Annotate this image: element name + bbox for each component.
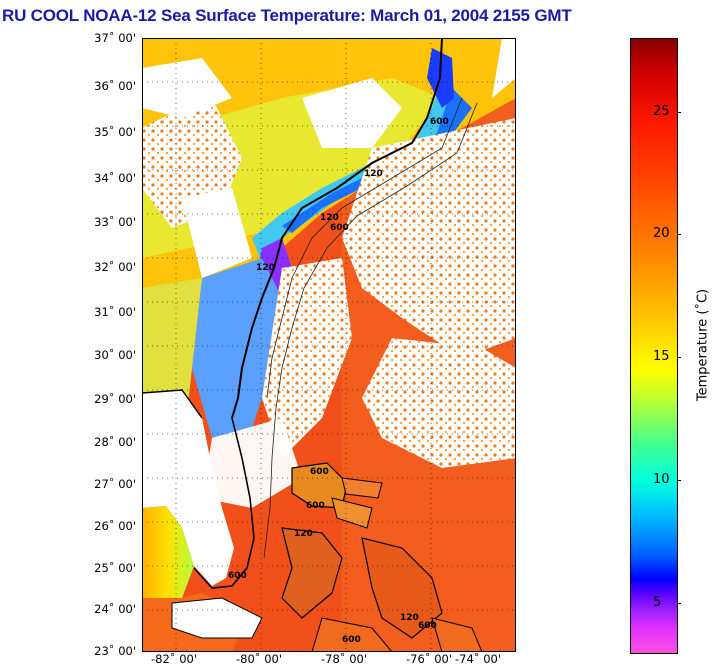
colorbar-gradient: [630, 38, 678, 654]
sst-map-canvas: 120 120 600 120 600 600 600 600 120 600 …: [142, 38, 516, 652]
isobath-label: 600: [418, 621, 437, 631]
isobath-label: 600: [310, 467, 329, 477]
isobath-label: 120: [256, 263, 275, 273]
isobath-label: 120: [294, 529, 313, 539]
isobath-label: 600: [430, 117, 449, 127]
isobath-label: 120: [364, 169, 383, 179]
lat-label: 35˚ 00': [94, 125, 136, 139]
lon-label: -74˚ 00': [455, 652, 501, 666]
lat-label: 25˚ 00': [94, 561, 136, 575]
colorbar-tick-mark: [677, 357, 681, 359]
colorbar-tick-mark: [677, 234, 681, 236]
isobath-label: 120: [320, 213, 339, 223]
lon-label: -82˚ 00': [151, 652, 197, 666]
sst-map: 120 120 600 120 600 600 600 600 120 600 …: [142, 38, 516, 652]
lon-label: -78˚ 00': [321, 652, 367, 666]
colorbar-tick-label: 5: [653, 594, 662, 610]
lat-label: 24˚ 00': [94, 602, 136, 616]
lat-label: 30˚ 00': [94, 348, 136, 362]
isobath-label: 600: [228, 571, 247, 581]
lat-label: 23˚ 00': [94, 644, 136, 658]
lat-label: 29˚ 00': [94, 392, 136, 406]
lat-label: 26˚ 00': [94, 519, 136, 533]
colorbar-tick-label: 10: [653, 472, 670, 488]
florida-land: [142, 390, 234, 586]
isobath-contour: [266, 97, 463, 399]
lat-label: 27˚ 00': [94, 477, 136, 491]
lat-label: 33˚ 00': [94, 215, 136, 229]
lat-label: 32˚ 00': [94, 260, 136, 274]
colorbar-tick-mark: [677, 602, 681, 604]
isobath-label: 600: [342, 635, 361, 645]
lon-label: -76˚ 00': [406, 652, 452, 666]
isobath-label: 600: [306, 501, 325, 511]
coastline: [231, 38, 443, 419]
temperature-colorbar: [630, 38, 678, 654]
lat-label: 37˚ 00': [94, 31, 136, 45]
isobath-label: 600: [330, 223, 349, 233]
lat-label: 34˚ 00': [94, 171, 136, 185]
lat-label: 36˚ 00': [94, 79, 136, 93]
lat-label: 31˚ 00': [94, 305, 136, 319]
colorbar-label: Temperature (˚C): [695, 288, 711, 402]
lon-label: -80˚ 00': [236, 652, 282, 666]
colorbar-tick-label: 25: [653, 103, 670, 119]
map-title: RU COOL NOAA-12 Sea Surface Temperature:…: [2, 6, 572, 25]
colorbar-tick-label: 20: [653, 226, 670, 242]
colorbar-tick-mark: [677, 480, 681, 482]
colorbar-tick-label: 15: [653, 349, 670, 365]
isobath-label: 120: [400, 613, 419, 623]
lat-label: 28˚ 00': [94, 435, 136, 449]
colorbar-tick-mark: [677, 111, 681, 113]
map-frame: [142, 38, 516, 652]
